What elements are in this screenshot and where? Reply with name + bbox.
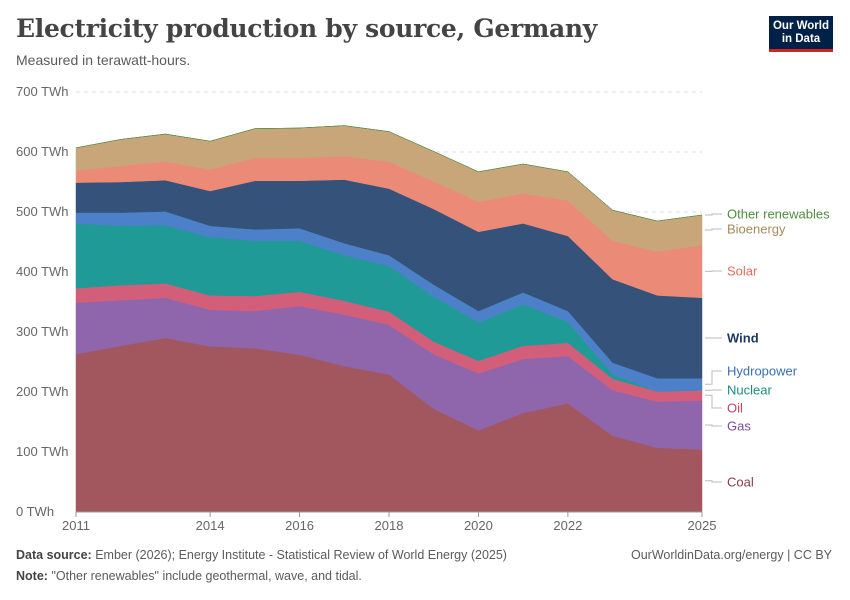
y-tick-label: 700 TWh — [16, 84, 69, 99]
logo-line-2: in Data — [781, 33, 821, 45]
y-tick-label: 500 TWh — [16, 204, 69, 219]
source-text[interactable]: Ember (2026); Energy Institute - Statist… — [95, 548, 507, 562]
y-tick-label: 400 TWh — [16, 264, 69, 279]
x-tick-label: 2016 — [285, 518, 314, 533]
series-label-hydropower[interactable]: Hydropower — [727, 364, 798, 379]
chart-subtitle: Measured in terawatt-hours. — [16, 52, 191, 68]
area-series[interactable] — [75, 125, 703, 513]
label-connector — [705, 480, 722, 483]
series-label-bioenergy[interactable]: Bioenergy — [727, 222, 786, 237]
y-tick-label: 300 TWh — [16, 324, 69, 339]
y-tick-label: 200 TWh — [16, 384, 69, 399]
series-label-other-renewables[interactable]: Other renewables — [727, 207, 830, 222]
logo-line-1: Our World — [772, 20, 829, 32]
label-connector — [705, 370, 722, 385]
y-tick-label: 100 TWh — [16, 444, 69, 459]
chart-title: Electricity production by source, German… — [16, 14, 598, 43]
x-tick-label: 2018 — [375, 518, 404, 533]
label-connector — [705, 394, 722, 409]
credit-link[interactable]: OurWorldinData.org/energy | CC BY — [630, 548, 832, 562]
series-label-coal[interactable]: Coal — [727, 475, 754, 490]
series-label-nuclear[interactable]: Nuclear — [727, 383, 772, 398]
note-text: "Other renewables" include geothermal, w… — [51, 569, 362, 583]
y-tick-label: 600 TWh — [16, 144, 69, 159]
source-label: Data source: — [16, 548, 92, 562]
label-connector — [705, 424, 722, 427]
note-label: Note: — [16, 569, 48, 583]
note-line: Note: "Other renewables" include geother… — [16, 569, 362, 583]
x-tick-label: 2020 — [464, 518, 493, 533]
x-tick-label: 2025 — [688, 518, 717, 533]
label-connector — [705, 213, 722, 216]
source-line: Data source: Ember (2026); Energy Instit… — [16, 548, 507, 562]
x-tick-label: 2022 — [553, 518, 582, 533]
y-axis: 0 TWh 100 TWh 200 TWh 300 TWh 400 TWh 500 TWh… — [16, 84, 69, 519]
area-other-renewables[interactable] — [75, 125, 703, 222]
series-label-solar[interactable]: Solar — [727, 264, 758, 279]
series-label-wind[interactable]: Wind — [727, 331, 759, 346]
x-tick-label: 2014 — [196, 518, 225, 533]
x-tick-label: 2011 — [62, 518, 90, 533]
series-label-oil[interactable]: Oil — [727, 401, 743, 416]
y-tick-label: 0 TWh — [16, 504, 54, 519]
owid-logo[interactable]: Our World in Data — [769, 16, 833, 52]
series-label-gas[interactable]: Gas — [727, 419, 751, 434]
label-connector — [705, 228, 722, 231]
x-axis: 2011 2014 2016 2018 2020 2022 2025 — [62, 511, 717, 533]
